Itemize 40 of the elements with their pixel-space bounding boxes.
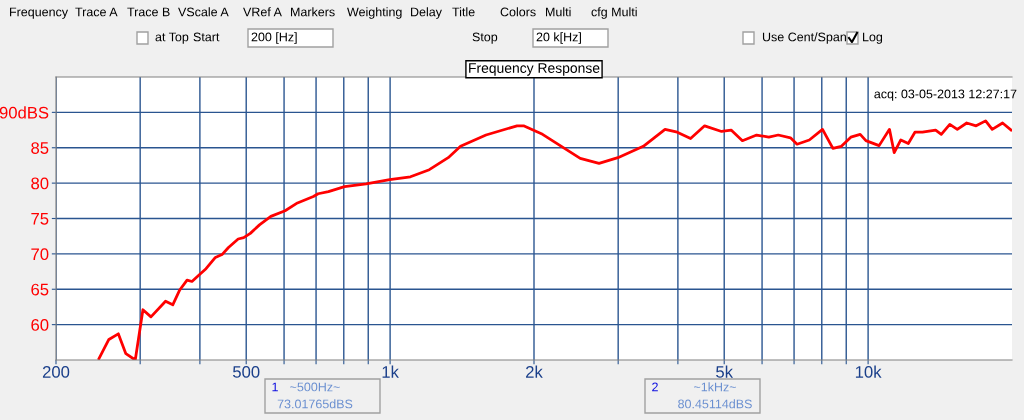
text: Weighting [347,7,402,19]
text: Use Cent/Span [762,32,846,44]
text: Delay [411,7,442,19]
text: Markers [291,7,335,17]
text: 80.45114dBS [678,399,752,409]
annotation: acq: 03-05-2013 12:27:17 [874,89,1017,101]
text: Stop [472,32,498,44]
x-tick-label: 10k [855,365,882,378]
text: Trace A [75,7,118,17]
text: 2 [652,382,658,392]
text: VScale A [178,7,229,17]
x-tick-label: 2k [526,365,543,378]
text: Multi [546,7,571,17]
y-tick-label: 70 [31,248,49,261]
text: Title [452,7,475,17]
y-tick-label: 65 [31,283,49,296]
text: Trace B [127,7,170,17]
x-tick-label: 200 [42,366,70,378]
text: 20 k[Hz] [536,32,581,44]
text: ~500Hz~ [290,382,340,392]
y-tick-label: 60 [31,319,49,331]
text: Log [863,32,883,44]
y-tick-label: 75 [31,213,49,225]
text: VRef A [243,7,282,17]
text: 200 [Hz] [251,32,297,44]
y-tick-label: 90dBS [0,106,49,119]
text: 1 [272,382,278,392]
text: Colors [500,7,536,17]
text: Frequency [10,7,69,19]
x-tick-label: 5k [716,365,734,378]
chart-title: Frequency Response [469,63,600,76]
x-tick-label: 500 [232,366,260,378]
text: Start [193,32,220,42]
text: ~1kHz~ [694,382,736,392]
text: at Top [155,32,189,44]
y-tick-label: 80 [31,177,49,190]
x-tick-label: 1k [382,365,399,378]
text: 73.01765dBS [277,399,353,409]
y-tick-label: 85 [31,142,49,154]
text: cfg Multi [591,7,637,19]
